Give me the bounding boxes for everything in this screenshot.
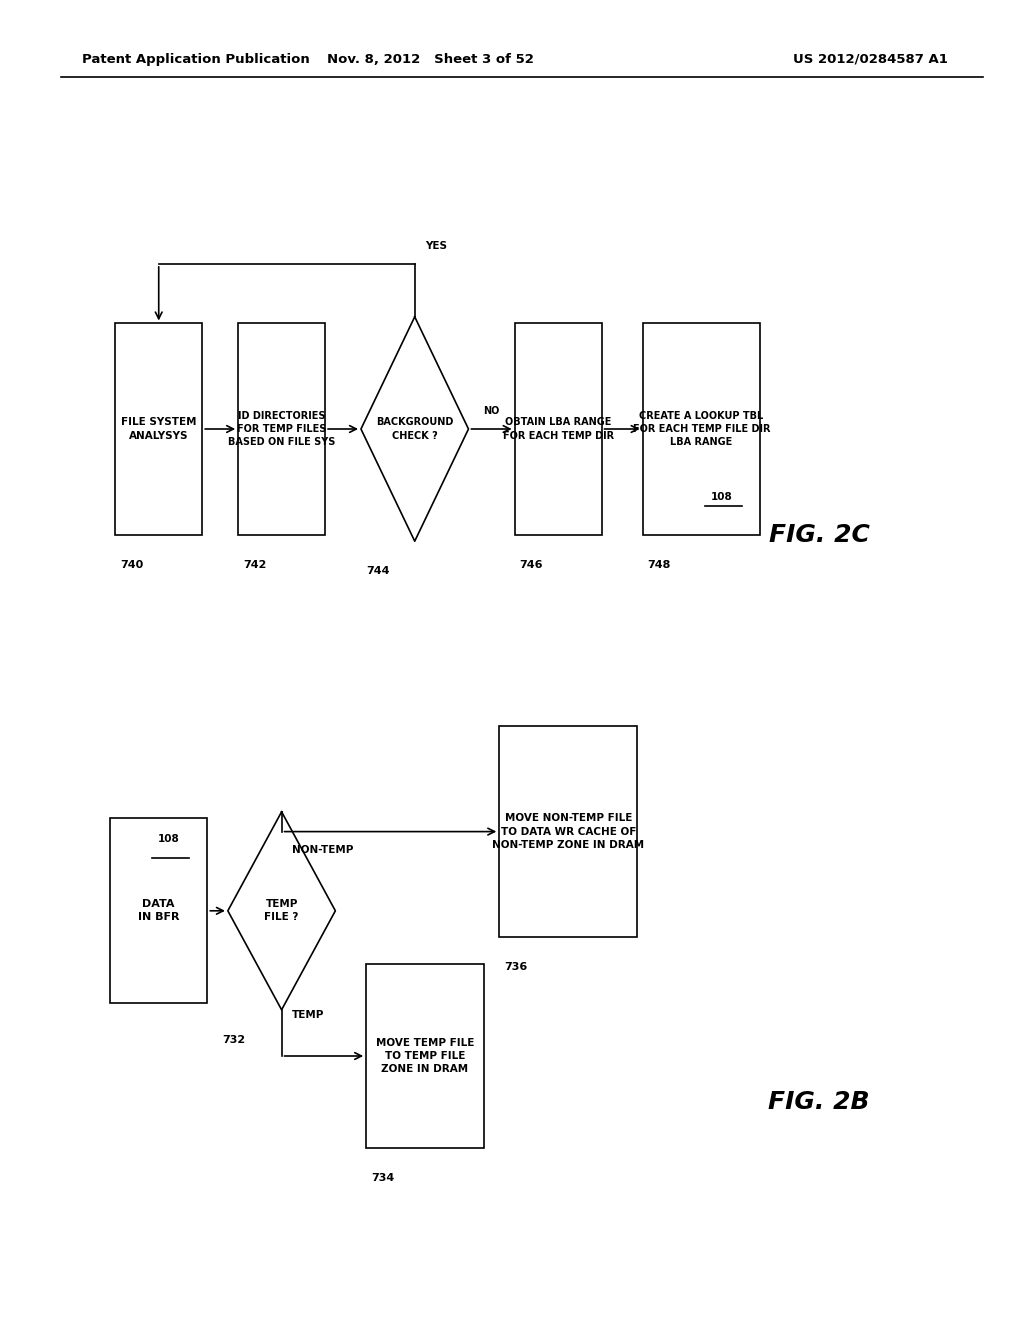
Text: 732: 732 [223, 1035, 246, 1045]
Text: ID DIRECTORIES
FOR TEMP FILES
BASED ON FILE SYS: ID DIRECTORIES FOR TEMP FILES BASED ON F… [228, 411, 335, 447]
Text: 736: 736 [505, 962, 527, 973]
Text: US 2012/0284587 A1: US 2012/0284587 A1 [793, 53, 948, 66]
Polygon shape [361, 317, 469, 541]
Text: 734: 734 [371, 1173, 394, 1184]
Text: NON-TEMP: NON-TEMP [292, 845, 353, 855]
Text: MOVE NON-TEMP FILE
TO DATA WR CACHE OF
NON-TEMP ZONE IN DRAM: MOVE NON-TEMP FILE TO DATA WR CACHE OF N… [493, 813, 644, 850]
Text: YES: YES [425, 240, 446, 251]
FancyBboxPatch shape [500, 726, 637, 937]
Text: Patent Application Publication: Patent Application Publication [82, 53, 309, 66]
FancyBboxPatch shape [111, 818, 207, 1003]
Text: FIG. 2B: FIG. 2B [768, 1090, 870, 1114]
Text: FILE SYSTEM
ANALYSYS: FILE SYSTEM ANALYSYS [121, 417, 197, 441]
Text: 108: 108 [158, 834, 180, 845]
Text: BACKGROUND
CHECK ?: BACKGROUND CHECK ? [376, 417, 454, 441]
Text: 744: 744 [367, 566, 389, 577]
FancyBboxPatch shape [115, 323, 203, 535]
Text: TEMP
FILE ?: TEMP FILE ? [264, 899, 299, 923]
Text: 748: 748 [648, 560, 671, 570]
Polygon shape [228, 812, 336, 1010]
FancyBboxPatch shape [643, 323, 760, 535]
Text: NO: NO [483, 405, 500, 416]
FancyBboxPatch shape [367, 964, 483, 1148]
Text: 742: 742 [244, 560, 266, 570]
Text: 740: 740 [121, 560, 143, 570]
Text: Nov. 8, 2012   Sheet 3 of 52: Nov. 8, 2012 Sheet 3 of 52 [327, 53, 534, 66]
Text: TEMP: TEMP [292, 1010, 325, 1019]
Text: 746: 746 [520, 560, 543, 570]
FancyBboxPatch shape [515, 323, 602, 535]
Text: FIG. 2C: FIG. 2C [769, 523, 869, 546]
Text: DATA
IN BFR: DATA IN BFR [138, 899, 179, 923]
Text: CREATE A LOOKUP TBL
FOR EACH TEMP FILE DIR
LBA RANGE: CREATE A LOOKUP TBL FOR EACH TEMP FILE D… [633, 411, 770, 447]
FancyBboxPatch shape [238, 323, 326, 535]
Text: 108: 108 [711, 491, 733, 502]
Text: OBTAIN LBA RANGE
FOR EACH TEMP DIR: OBTAIN LBA RANGE FOR EACH TEMP DIR [503, 417, 613, 441]
Text: MOVE TEMP FILE
TO TEMP FILE
ZONE IN DRAM: MOVE TEMP FILE TO TEMP FILE ZONE IN DRAM [376, 1038, 474, 1074]
